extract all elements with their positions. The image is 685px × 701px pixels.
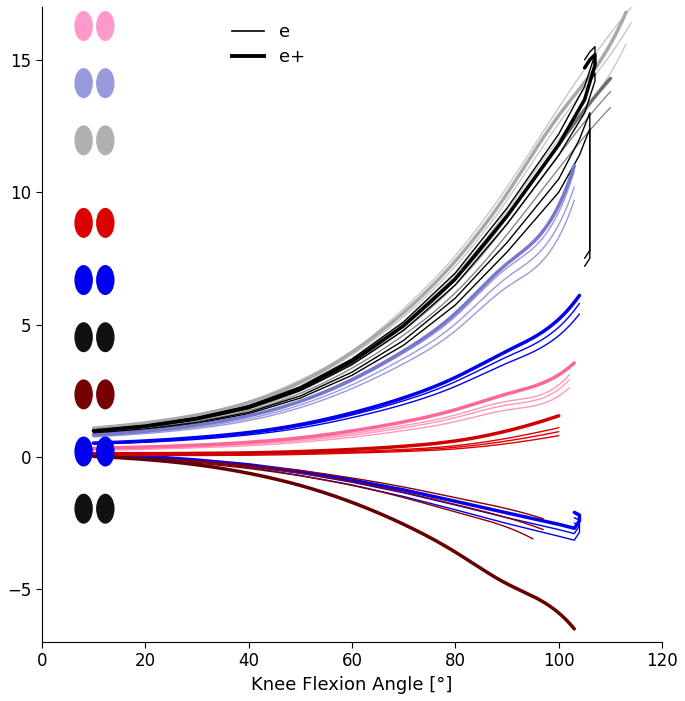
Ellipse shape xyxy=(97,12,114,40)
Ellipse shape xyxy=(97,323,114,351)
Ellipse shape xyxy=(75,437,92,466)
Ellipse shape xyxy=(97,437,114,466)
Ellipse shape xyxy=(97,69,114,97)
Ellipse shape xyxy=(97,494,114,523)
Ellipse shape xyxy=(97,209,114,237)
Ellipse shape xyxy=(75,323,92,351)
Ellipse shape xyxy=(97,266,114,294)
Ellipse shape xyxy=(75,69,92,97)
Ellipse shape xyxy=(75,494,92,523)
Ellipse shape xyxy=(75,380,92,409)
Ellipse shape xyxy=(75,126,92,155)
Legend: e, e+: e, e+ xyxy=(225,16,312,74)
Ellipse shape xyxy=(97,126,114,155)
Ellipse shape xyxy=(75,12,92,40)
Ellipse shape xyxy=(97,380,114,409)
Ellipse shape xyxy=(75,209,92,237)
X-axis label: Knee Flexion Angle [°]: Knee Flexion Angle [°] xyxy=(251,676,453,694)
Ellipse shape xyxy=(75,266,92,294)
